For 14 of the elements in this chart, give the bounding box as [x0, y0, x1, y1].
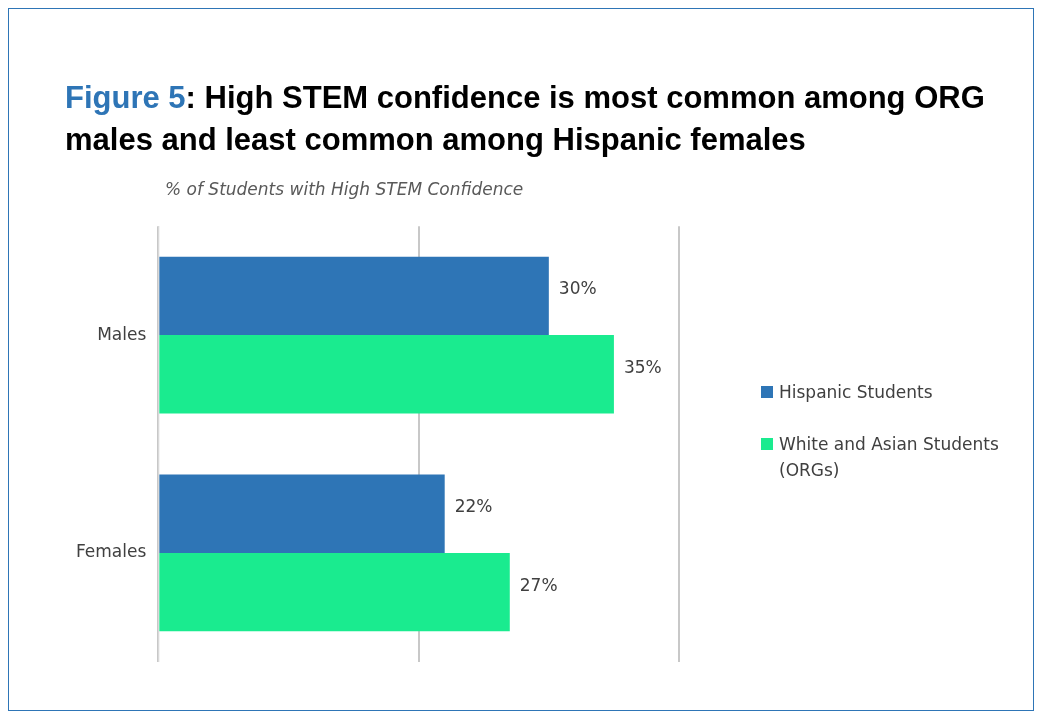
data-label: 35%: [623, 356, 662, 377]
chart-subtitle: % of Students with High STEM Confidence: [165, 179, 524, 199]
y-tick-label: Males: [97, 323, 147, 344]
data-label: 22%: [454, 496, 493, 517]
data-label: 27%: [519, 574, 558, 595]
y-tick-label: Females: [76, 541, 147, 562]
chart-title: Figure 5: High STEM confidence is most common among ORG males and least common among Hispanic females: [65, 80, 985, 157]
data-label: 30%: [558, 278, 597, 299]
legend-label: White and Asian Students (ORGs): [779, 433, 1000, 482]
bar: [159, 335, 614, 414]
bar: [159, 552, 510, 632]
legend-label: Hispanic Students: [779, 381, 933, 404]
bar: [159, 474, 445, 553]
bar: [159, 256, 549, 336]
